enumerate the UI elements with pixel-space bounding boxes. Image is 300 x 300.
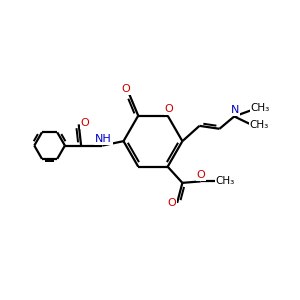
Text: O: O [196, 170, 205, 180]
Text: CH₃: CH₃ [250, 103, 270, 113]
Text: O: O [81, 118, 90, 128]
Text: N: N [231, 105, 239, 115]
Text: CH₃: CH₃ [250, 120, 269, 130]
Text: O: O [164, 104, 173, 114]
Text: O: O [167, 199, 176, 208]
Text: NH: NH [95, 134, 112, 144]
Text: CH₃: CH₃ [215, 176, 234, 186]
Text: O: O [122, 84, 130, 94]
